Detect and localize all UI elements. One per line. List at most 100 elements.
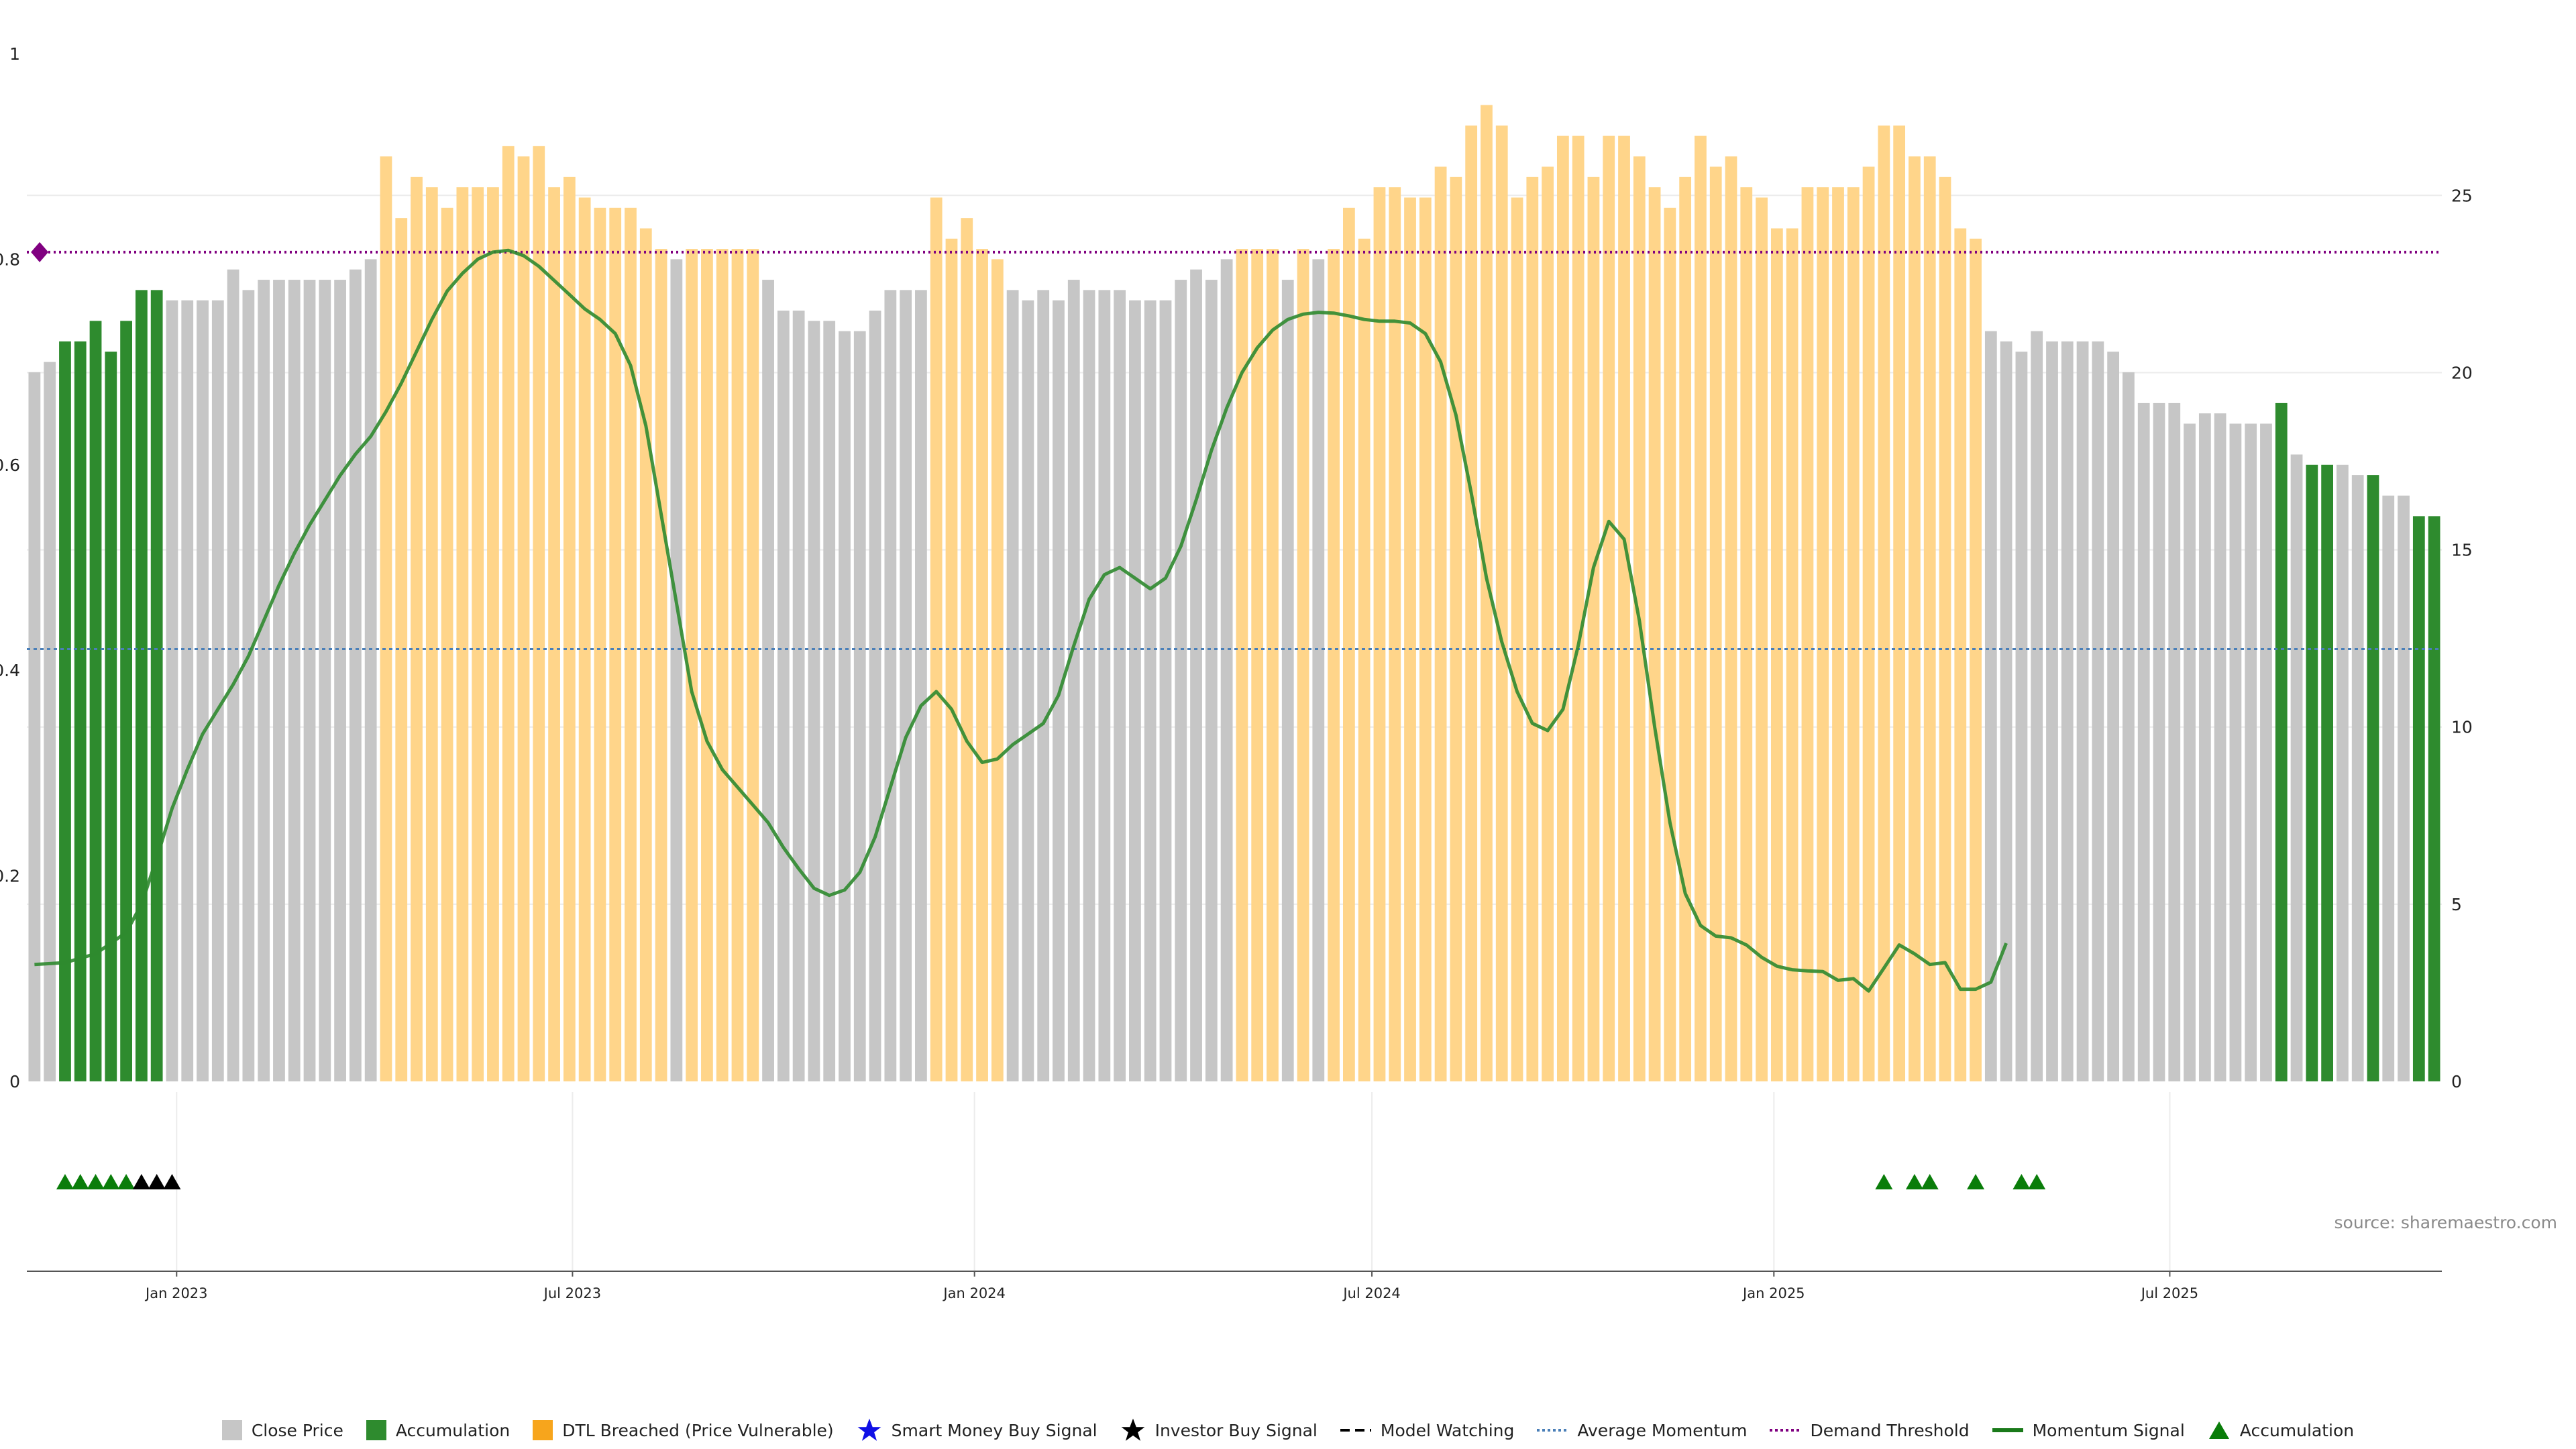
bar: [59, 341, 71, 1081]
legend-item: Close Price: [222, 1420, 343, 1440]
dashed-line-icon: [1340, 1427, 1371, 1434]
bar: [2046, 341, 2058, 1081]
bar: [456, 187, 468, 1081]
bar: [319, 280, 331, 1081]
bar: [839, 331, 851, 1081]
bar: [915, 290, 927, 1081]
bar: [1924, 156, 1936, 1081]
bar: [884, 290, 896, 1081]
bar: [1297, 249, 1309, 1081]
bar: [2016, 352, 2028, 1081]
bar: [823, 321, 835, 1081]
legend-label: DTL Breached (Price Vulnerable): [562, 1421, 833, 1440]
bar: [2184, 424, 2196, 1081]
bar: [2138, 403, 2150, 1081]
bar: [976, 249, 988, 1081]
bar: [2337, 465, 2349, 1081]
bar: [1144, 301, 1157, 1081]
grey-square-icon: [222, 1420, 242, 1440]
bar: [2214, 413, 2226, 1081]
bar: [1939, 177, 1951, 1081]
bar: [1328, 249, 1340, 1081]
bar: [1221, 259, 1233, 1081]
bar: [1435, 167, 1447, 1081]
bar: [1175, 280, 1187, 1081]
right-axis-tick-label: 20: [2451, 363, 2473, 382]
legend-label: Average Momentum: [1577, 1421, 1747, 1440]
bar: [1954, 228, 1966, 1081]
bar: [533, 146, 545, 1081]
bar: [2000, 341, 2012, 1081]
bar: [930, 197, 943, 1081]
x-axis-tick-label: Jul 2025: [2140, 1285, 2198, 1301]
left-axis-tick-label: 1: [9, 44, 20, 64]
bar: [2230, 424, 2242, 1081]
bar: [808, 321, 820, 1081]
bar: [1404, 197, 1416, 1081]
bar: [1771, 228, 1783, 1081]
signal-markers: [56, 1174, 2045, 1189]
right-axis-tick-label: 25: [2451, 186, 2473, 205]
bar: [105, 352, 117, 1081]
bar: [2275, 403, 2288, 1081]
bar: [2153, 403, 2165, 1081]
bar: [1312, 259, 1324, 1081]
bar: [1068, 280, 1080, 1081]
bar: [1282, 280, 1294, 1081]
right-axis-tick-label: 0: [2451, 1072, 2462, 1091]
bar: [2428, 516, 2440, 1081]
legend-item: Accumulation: [2208, 1420, 2354, 1440]
legend-label: Accumulation: [2240, 1421, 2354, 1440]
bar: [304, 280, 316, 1081]
accumulation-marker: [72, 1174, 89, 1189]
black-star-icon: [1120, 1417, 1146, 1443]
bar: [334, 280, 346, 1081]
bar: [2306, 465, 2318, 1081]
bar: [242, 290, 254, 1081]
demand-threshold-marker: [31, 242, 48, 262]
bar: [1695, 136, 1707, 1081]
green-square-icon: [366, 1420, 386, 1440]
bar: [1710, 167, 1722, 1081]
bar: [1970, 239, 1982, 1081]
bar: [2107, 352, 2119, 1081]
bar: [472, 187, 484, 1081]
bar: [900, 290, 912, 1081]
bar: [793, 311, 805, 1081]
bar: [166, 301, 178, 1081]
blue-star-icon: [857, 1417, 882, 1443]
bar: [1572, 136, 1585, 1081]
left-axis-tick-label: 0.2: [0, 867, 20, 886]
accumulation-marker: [1967, 1174, 1984, 1189]
bar: [640, 228, 652, 1081]
legend-item: Model Watching: [1340, 1421, 1515, 1440]
legend-label: Model Watching: [1381, 1421, 1515, 1440]
bar: [594, 208, 606, 1081]
right-axis-tick-label: 15: [2451, 541, 2473, 560]
bar: [258, 280, 270, 1081]
bar: [1022, 301, 1034, 1081]
bar: [2321, 465, 2333, 1081]
bar: [777, 311, 790, 1081]
bar: [44, 362, 56, 1081]
bar: [2092, 341, 2104, 1081]
bar: [1832, 187, 1844, 1081]
bar: [1083, 290, 1095, 1081]
bar: [197, 301, 209, 1081]
bar: [1878, 125, 1890, 1081]
bar: [625, 208, 637, 1081]
legend-label: Close Price: [252, 1421, 343, 1440]
bar: [90, 321, 102, 1081]
x-axis-tick-label: Jul 2023: [543, 1285, 601, 1301]
bar: [1786, 228, 1799, 1081]
bar: [1649, 187, 1661, 1081]
bar: [579, 197, 591, 1081]
bar: [273, 280, 285, 1081]
bar: [2291, 454, 2303, 1081]
legend-label: Smart Money Buy Signal: [892, 1421, 1097, 1440]
left-axis-tick-label: 0.8: [0, 250, 20, 269]
accumulation-marker: [1921, 1174, 1939, 1189]
bar: [1618, 136, 1630, 1081]
accumulation-marker: [1906, 1174, 1923, 1189]
bar: [1893, 125, 1905, 1081]
